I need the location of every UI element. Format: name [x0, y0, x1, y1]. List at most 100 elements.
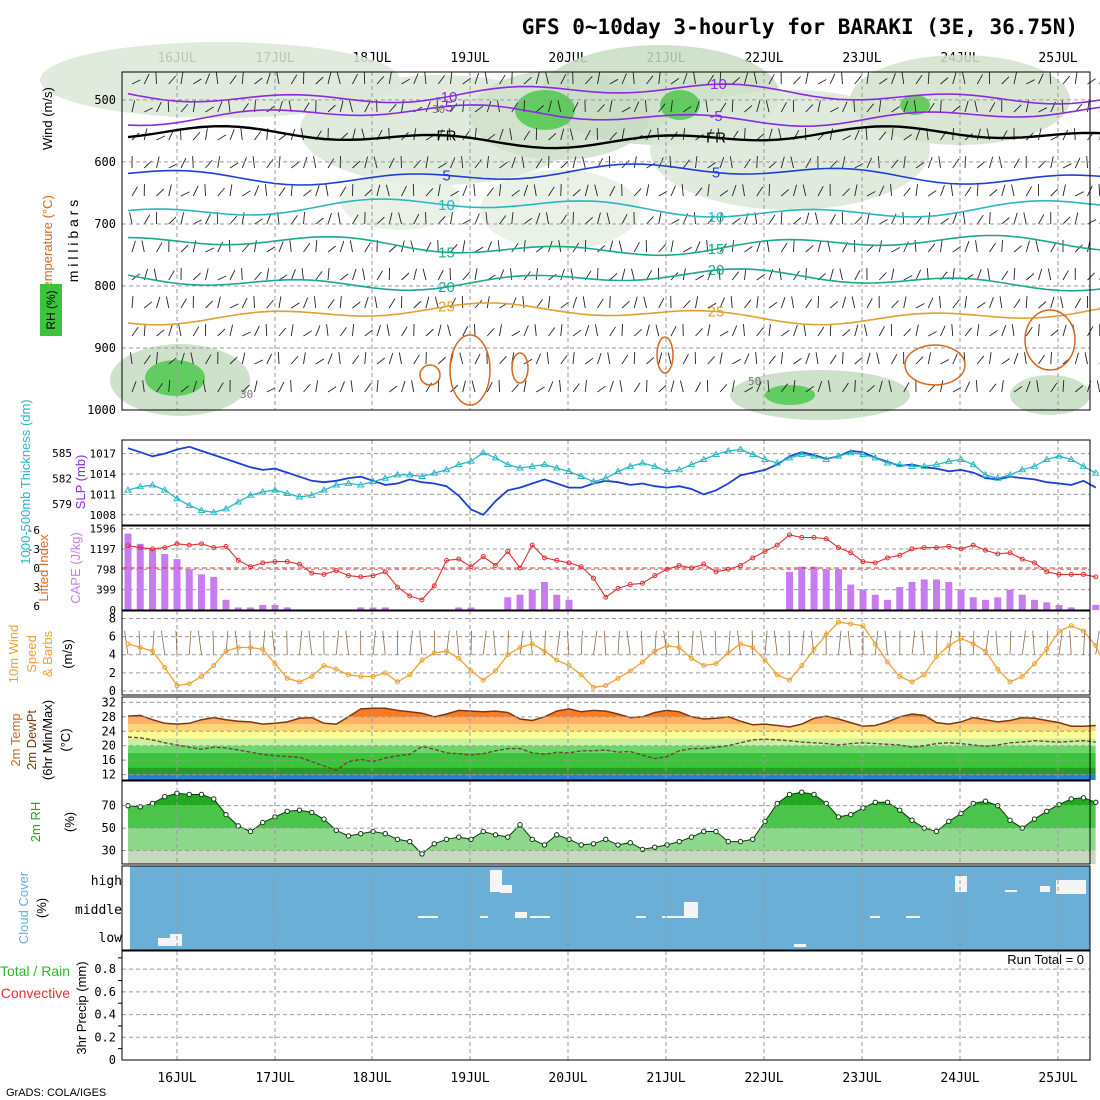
wind-barb: [266, 72, 271, 85]
lifted-index-marker: [836, 545, 841, 551]
thickness-marker: [601, 474, 610, 481]
day-label-bottom: 24JUL: [940, 1071, 979, 1086]
wind-barb: [989, 102, 996, 113]
wind-barb: [229, 356, 238, 365]
wind-barb: [866, 298, 873, 309]
wind-barb: [337, 212, 341, 225]
wind-barb: [597, 212, 601, 225]
wind-barb: [265, 324, 268, 337]
wind-barb-surface: [345, 630, 349, 655]
wind-barb: [901, 72, 905, 85]
wind-barb: [450, 190, 459, 197]
wind-barb: [229, 324, 234, 337]
wind-barb: [632, 72, 635, 85]
wind-barb: [1011, 324, 1015, 337]
wind-barb: [349, 100, 353, 113]
rh-marker: [345, 833, 352, 839]
slp-frame: [121, 439, 1091, 526]
temp-frame: [121, 696, 1091, 781]
wind-barb: [131, 381, 137, 393]
wind-barb: [388, 352, 394, 365]
wind-barb: [854, 129, 860, 141]
wind-barb: [276, 72, 280, 85]
lifted-index-marker: [787, 532, 792, 538]
lifted-index-marker: [407, 593, 413, 599]
wind-barb-surface: [838, 630, 842, 655]
temp-tick: 32: [102, 695, 116, 709]
wind-barb: [204, 184, 206, 197]
wind-barb: [707, 74, 715, 85]
wind-barb: [670, 185, 676, 197]
temperature-contour: [127, 104, 1100, 128]
cape-bar: [1092, 604, 1100, 610]
thickness-marker: [540, 460, 549, 468]
wind-barb: [633, 188, 642, 197]
wind-barb: [915, 303, 925, 309]
wind-barb: [241, 268, 243, 281]
wind-barb: [315, 240, 318, 253]
wind-barb: [450, 157, 456, 169]
wind-barb: [254, 218, 263, 225]
wind-speed-marker: [787, 677, 792, 683]
wind-barb: [646, 162, 656, 169]
wind-barb-surface: [566, 630, 570, 655]
wind-barb: [545, 72, 549, 85]
wind-barb: [975, 240, 978, 253]
wind-barb-surface: [519, 630, 524, 655]
rh-marker: [407, 838, 413, 845]
thickness-marker: [356, 481, 365, 488]
wind-barb: [485, 212, 488, 225]
wind-barb: [964, 186, 972, 197]
wind-barb: [1047, 268, 1052, 281]
wind-barb: [778, 128, 782, 141]
thickness-marker: [589, 477, 598, 485]
thickness-marker: [1091, 469, 1100, 476]
wind-barb: [914, 240, 917, 253]
wind-barb: [927, 102, 935, 113]
wind-barb: [1013, 104, 1022, 113]
wind-barb: [964, 327, 972, 337]
wind-barb: [1074, 212, 1079, 225]
wind-barb: [474, 159, 482, 169]
wind-barb: [842, 101, 848, 113]
wind-barb: [572, 156, 577, 169]
wind-barb: [180, 103, 189, 113]
day-label-bottom: 23JUL: [842, 1071, 881, 1086]
cape-bar: [271, 604, 279, 610]
minmax-ylabel: (6hr Min/Max): [40, 700, 55, 780]
wind-barb: [633, 296, 638, 309]
wind-speed-marker: [211, 663, 217, 669]
slp-tick: 1011: [90, 488, 117, 501]
wind-speed-marker: [848, 621, 854, 627]
wind-barb: [731, 77, 741, 85]
wind-barb: [839, 268, 843, 281]
thickness-tick: 579: [52, 498, 72, 511]
thickness-marker: [834, 452, 843, 459]
wind-barb: [940, 77, 949, 85]
wind-barb: [940, 325, 946, 337]
wind-barb: [352, 214, 359, 225]
wind-barb: [707, 161, 716, 169]
wind-barb: [180, 385, 189, 393]
wind-barb: [1086, 156, 1088, 169]
wind-barb-surface: [714, 630, 717, 655]
wind-barb: [1050, 156, 1054, 169]
wind-barb: [290, 324, 294, 337]
wind-barb: [853, 100, 856, 113]
wind-barb: [682, 128, 686, 141]
wind-speed-marker: [480, 677, 486, 683]
wind-barb: [891, 213, 897, 225]
wind-barb: [229, 303, 239, 309]
wind-barb: [205, 73, 211, 85]
wind-barb: [1013, 268, 1016, 281]
wind-barb: [707, 184, 710, 197]
temp-band: [128, 724, 1096, 732]
thickness-marker: [895, 460, 904, 468]
thickness-marker: [271, 486, 279, 493]
wind-barb: [719, 384, 728, 393]
wind-barb: [926, 268, 929, 281]
rh-marker: [505, 834, 511, 840]
rh-shading: [40, 42, 400, 118]
wind-barb: [180, 212, 185, 225]
wind-speed-marker: [1093, 643, 1099, 649]
